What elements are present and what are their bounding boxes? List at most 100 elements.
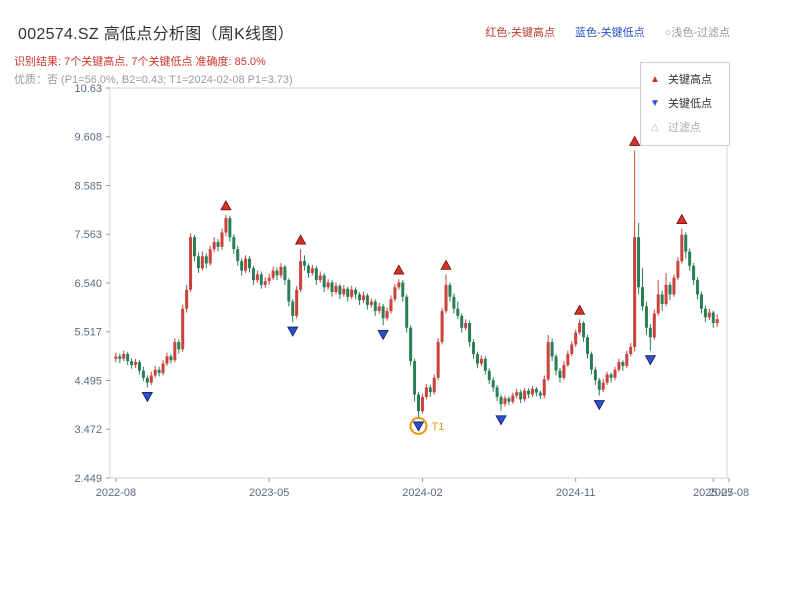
candle-body: [684, 234, 688, 252]
candle-body: [373, 301, 377, 312]
candle-body: [688, 251, 692, 266]
candle-body: [358, 294, 362, 301]
candle-body: [314, 268, 318, 281]
recognition-result: 识别结果: 7个关键高点, 7个关键低点 准确度: 85.0%: [14, 56, 266, 68]
candle-body: [495, 387, 499, 397]
y-tick-label: 2.449: [74, 473, 102, 485]
inline-legend-key-high: 红色-关键高点: [485, 27, 556, 39]
triangle-hollow-icon: △: [651, 122, 659, 133]
candle-body: [460, 315, 464, 328]
legend-label-key-low: 关键低点: [668, 98, 712, 110]
x-tick-label: 2025-08: [709, 487, 749, 499]
candle-body: [707, 312, 711, 318]
candle-body: [177, 342, 181, 350]
candle-body: [200, 256, 204, 269]
key-high-marker: [573, 304, 586, 315]
candle-body: [216, 241, 220, 247]
y-tick-label: 4.495: [74, 375, 102, 387]
candle-body: [248, 258, 252, 269]
candle-body: [271, 270, 275, 278]
candle-body: [350, 289, 354, 297]
y-tick-label: 3.472: [74, 424, 102, 436]
candle-body: [648, 327, 652, 338]
candle-body: [267, 277, 271, 282]
candle-body: [641, 287, 645, 307]
candle-body: [660, 294, 664, 304]
candle-body: [456, 308, 460, 316]
candle-body: [597, 380, 601, 390]
candle-body: [542, 379, 546, 396]
candle-body: [680, 234, 684, 262]
candle-body: [703, 308, 707, 318]
candle-body: [299, 261, 303, 290]
candle-body: [672, 277, 676, 295]
candle-body: [613, 369, 617, 378]
candle-body: [295, 289, 299, 316]
candle-body: [240, 261, 244, 271]
candle-body: [236, 249, 240, 262]
candle-body: [303, 261, 307, 266]
candle-body: [499, 396, 503, 405]
candle-body: [377, 306, 381, 312]
candle-body: [393, 287, 397, 300]
candle-body: [145, 377, 149, 383]
key-low-marker: [141, 391, 154, 403]
candle-body: [609, 374, 613, 378]
candle-body: [538, 392, 542, 396]
candle-body: [625, 354, 629, 366]
candle-body: [436, 342, 440, 378]
candle-body: [342, 288, 346, 295]
candle-body: [130, 361, 134, 365]
candle-body: [224, 218, 228, 233]
candle-body: [428, 387, 432, 393]
candle-body: [656, 294, 660, 314]
candle-body: [472, 342, 476, 355]
candle-body: [582, 323, 586, 338]
candle-body: [185, 289, 189, 309]
candle-body: [259, 274, 263, 285]
candle-body: [424, 387, 428, 397]
chart-legend: ▲ 关键高点 ▼ 关键低点 △ 过滤点: [640, 62, 730, 146]
candle-body: [475, 354, 479, 364]
candle-body: [432, 377, 436, 393]
candle-body: [263, 281, 267, 285]
candle-body: [381, 306, 385, 319]
candle-body: [629, 346, 633, 355]
candle-body: [161, 363, 165, 374]
key-high-marker: [676, 213, 688, 225]
x-tick-label: 2023-05: [249, 487, 289, 499]
x-tick-label: 2025-07: [693, 487, 733, 499]
page-title: 002574.SZ 高低点分析图（周K线图）: [18, 26, 294, 43]
candle-body: [275, 270, 279, 276]
candle-body: [310, 268, 314, 273]
candle-body: [534, 388, 538, 393]
candle-body: [365, 295, 369, 305]
candle-body: [503, 398, 507, 405]
candle-body: [546, 342, 550, 380]
candle-body: [574, 332, 578, 345]
candle-body: [420, 396, 424, 412]
t1-label: T1: [432, 421, 445, 433]
candle-body: [291, 301, 295, 316]
y-tick-label: 5.517: [74, 327, 102, 339]
candle-body: [621, 362, 625, 366]
candle-body: [389, 299, 393, 312]
candle-body: [385, 311, 389, 319]
candle-body: [715, 319, 719, 324]
candle-body: [405, 296, 409, 328]
candle-body: [326, 282, 330, 288]
candle-body: [118, 356, 122, 359]
candle-body: [511, 395, 515, 402]
candle-body: [334, 285, 338, 293]
candle-body: [397, 282, 401, 288]
candle-body: [519, 392, 523, 400]
legend-item-filter: △ 过滤点: [649, 116, 721, 140]
candle-body: [330, 282, 334, 293]
candle-body: [283, 266, 287, 281]
y-tick-label: 8.585: [74, 180, 102, 192]
candle-body: [664, 284, 668, 304]
key-low-marker: [593, 400, 605, 411]
candle-body: [593, 369, 597, 381]
